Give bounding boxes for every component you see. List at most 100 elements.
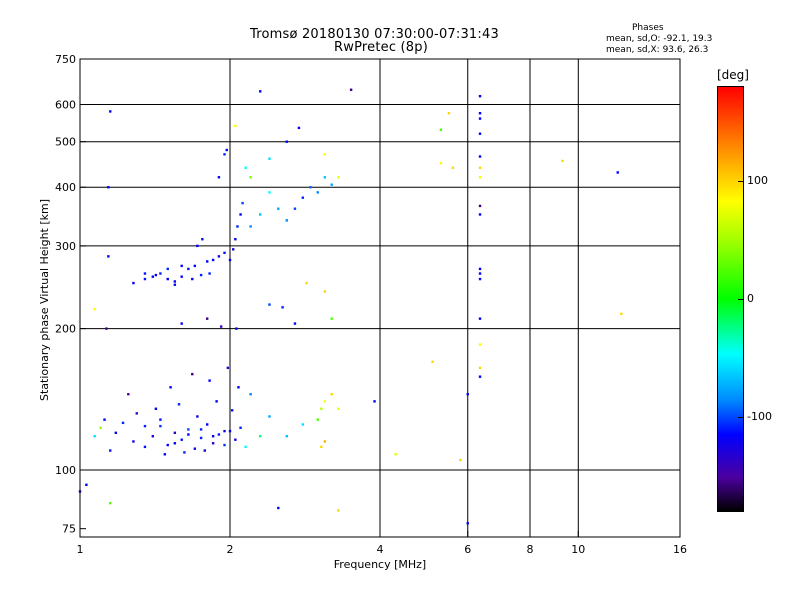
y-tick-label: 100 [55,464,76,477]
axis-ticks: 1 2 4 6 8 10 16 75 100 200 300 400 500 600 750 [55,53,687,556]
data-point [109,449,112,452]
data-point [173,280,177,283]
data-point [109,110,112,113]
data-point [93,435,96,438]
data-point [193,264,197,268]
data-point [616,171,619,174]
data-point [199,436,203,440]
data-point [301,196,305,199]
data-point [305,281,308,285]
data-point [293,207,297,210]
data-point [281,306,284,309]
data-point [466,393,469,396]
data-point [132,440,135,443]
data-point [431,360,434,363]
data-point [277,506,280,510]
data-point [451,166,455,169]
data-point [173,431,177,435]
data-point [217,433,221,436]
data-point [191,277,194,281]
data-point [105,327,108,330]
data-point [478,213,482,216]
data-point [219,325,223,328]
data-point [205,317,209,320]
data-point [478,155,482,158]
data-point [208,379,211,382]
data-point [337,407,340,410]
data-point [478,267,482,271]
data-point [107,255,110,258]
data-point [320,407,323,410]
data-point [205,423,209,426]
y-tick-label: 500 [55,136,76,149]
data-point [478,166,482,169]
data-point [249,176,252,179]
data-point [143,277,147,281]
data-point [268,157,271,160]
y-axis-label: Stationary phase Virtual Height [km] [38,199,51,401]
phases-stats-o-mode: mean, sd,O: -92.1, 19.3 [606,34,713,44]
data-point [154,273,158,277]
data-point [217,176,221,179]
phases-stats-x-mode: mean, sd,X: 93.6, 26.3 [606,45,709,55]
data-point [244,445,247,449]
data-point [223,251,226,255]
data-point [228,429,232,433]
y-tick-label: 300 [55,240,76,253]
data-point [208,272,211,275]
data-point [183,451,186,454]
data-point [249,393,252,396]
data-point [241,201,244,205]
data-point [211,258,215,262]
data-point [297,126,301,130]
data-point [478,366,482,370]
data-point [159,418,162,421]
data-point [285,435,288,438]
data-point [191,372,194,376]
data-point [93,307,96,311]
data-point [226,366,230,370]
data-point [193,447,197,450]
data-point [187,433,190,436]
data-point [268,415,271,418]
data-point [478,176,482,179]
chart-title: Tromsø 20180130 07:30:00-07:31:43 [250,27,499,42]
data-point [478,132,482,135]
data-point [187,428,190,431]
data-point [478,317,482,320]
data-point [143,272,147,275]
data-point [237,386,240,389]
data-point [159,424,162,428]
data-point [199,428,203,431]
colorbar-tick-label: 0 [747,292,754,305]
data-point [232,248,235,251]
data-point [211,435,215,438]
data-point [223,443,226,447]
data-point [337,509,340,512]
data-point [323,440,327,443]
data-point [121,421,125,425]
data-point [323,400,327,403]
data-point [166,277,169,281]
data-point [236,225,239,228]
data-point [285,219,288,222]
data-point [394,453,397,456]
data-point [205,260,209,263]
data-point [203,449,206,452]
data-point [107,186,110,189]
y-tick-label: 200 [55,323,76,336]
data-point [316,418,319,421]
data-point [301,423,305,426]
data-point [478,117,482,120]
data-point [180,275,183,278]
data-points [78,88,623,525]
data-point [478,204,482,208]
data-point [620,312,623,316]
data-point [268,191,271,194]
data-point [337,176,340,179]
data-point [323,153,327,156]
data-point [143,445,147,449]
data-point [173,283,177,286]
data-point [103,418,106,421]
